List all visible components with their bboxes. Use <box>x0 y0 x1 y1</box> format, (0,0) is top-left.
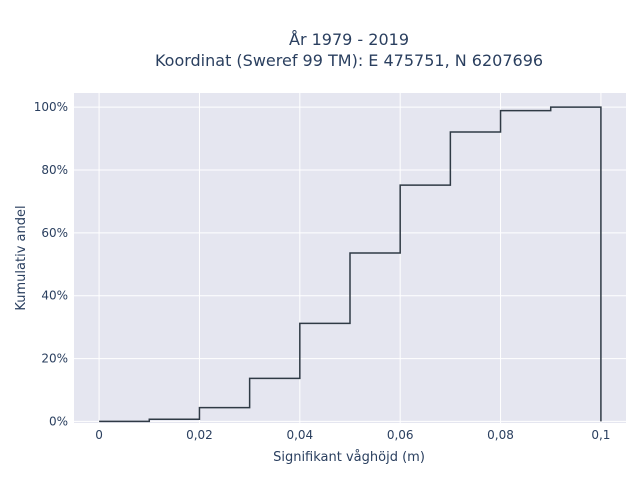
series-layer <box>99 106 602 423</box>
chart-title: År 1979 - 2019 <box>289 30 409 49</box>
y-tick-label: 100% <box>34 100 68 114</box>
y-tick-label: 0% <box>49 414 68 428</box>
chart-subtitle: Koordinat (Sweref 99 TM): E 475751, N 62… <box>155 51 543 70</box>
y-tick-labels: 0% 20% 40% 60% 80% 100% <box>34 100 68 428</box>
y-tick-label: 80% <box>41 163 68 177</box>
y-axis-title: Kumulativ andel <box>14 205 29 310</box>
x-tick-label: 0 <box>95 428 103 442</box>
x-tick-labels: 0 0,02 0,04 0,06 0,08 0,1 <box>95 428 610 442</box>
x-tick-label: 0,02 <box>186 428 213 442</box>
x-tick-label: 0,1 <box>591 428 610 442</box>
x-tick-label: 0,04 <box>286 428 313 442</box>
y-tick-label: 40% <box>41 289 68 303</box>
y-tick-label: 60% <box>41 226 68 240</box>
x-axis-title: Signifikant våghöjd (m) <box>273 450 425 465</box>
x-tick-label: 0,06 <box>387 428 414 442</box>
cumulative-step-line <box>99 106 602 423</box>
y-tick-label: 20% <box>41 352 68 366</box>
grid <box>74 93 626 423</box>
x-tick-label: 0,08 <box>487 428 514 442</box>
